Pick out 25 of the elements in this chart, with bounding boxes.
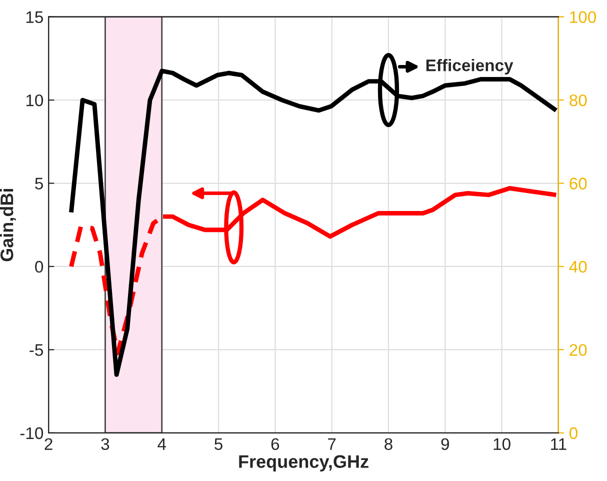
x-tick-label: 4 — [158, 438, 166, 450]
x-axis-title: Frequency,GHz — [239, 455, 368, 472]
y2-tick-label: 40 — [569, 260, 587, 273]
x-tick-label: 11 — [551, 438, 566, 450]
y2-tick-label: 20 — [570, 344, 587, 356]
y-tick-label: 10 — [26, 94, 44, 106]
annotation: Efficeiency — [426, 58, 514, 75]
x-tick-label: 8 — [384, 438, 392, 450]
x-tick-label: 2 — [44, 438, 52, 450]
y2-tick-label: 100 — [570, 11, 596, 24]
y-tick-label: -10 — [20, 427, 44, 440]
y-axis-title: Gain,dBi — [0, 189, 16, 262]
x-tick-label: 9 — [441, 438, 449, 450]
y-tick-label: 0 — [35, 260, 44, 273]
y-tick-label: -5 — [30, 344, 43, 356]
y2-tick-label: 0 — [570, 427, 578, 440]
y2-tick-label: 60 — [570, 178, 587, 190]
x-tick-label: 7 — [328, 438, 336, 450]
x-tick-label: 10 — [494, 438, 510, 450]
x-tick-label: 5 — [214, 438, 222, 450]
y2-tick-label: 80 — [570, 94, 587, 106]
x-tick-label: 3 — [101, 438, 110, 450]
y-tick-label: 5 — [35, 178, 43, 190]
y-tick-label: 15 — [26, 11, 43, 24]
x-tick-label: 6 — [271, 438, 280, 450]
